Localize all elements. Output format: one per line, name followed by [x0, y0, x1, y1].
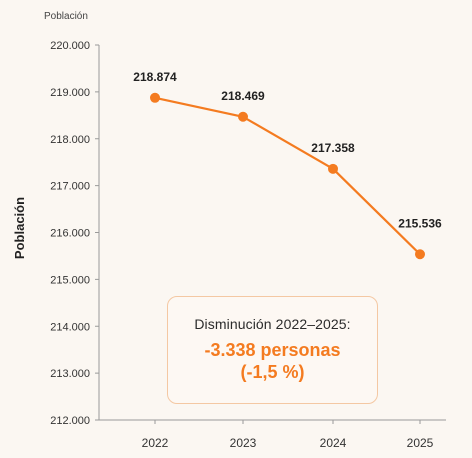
- data-label: 218.469: [221, 89, 265, 103]
- y-tick-label: 218.000: [50, 134, 90, 146]
- callout-value: -3.338 personas: [204, 340, 341, 360]
- y-tick-label: 214.000: [50, 321, 90, 333]
- x-tick-label: 2025: [407, 436, 434, 450]
- callout-title: Disminución 2022–2025:: [194, 316, 351, 332]
- y-axis-label: Población: [12, 197, 27, 259]
- series-line: [153, 96, 422, 256]
- data-point: [150, 92, 160, 103]
- data-label: 215.536: [398, 216, 442, 230]
- data-point: [415, 249, 425, 260]
- y-tick-label: 220.000: [50, 40, 90, 52]
- chart-title: Población: [44, 11, 88, 22]
- y-tick-label: 216.000: [50, 228, 90, 240]
- data-label: 218.874: [133, 70, 177, 84]
- y-tick-label: 213.000: [50, 368, 90, 380]
- data-label: 217.358: [311, 141, 355, 155]
- callout-percent: (-1,5 %): [240, 362, 305, 382]
- y-tick-label: 217.000: [50, 181, 90, 193]
- decrease-callout: Disminución 2022–2025: -3.338 personas (…: [167, 296, 378, 404]
- x-tick-label: 2024: [320, 436, 347, 450]
- x-tick-label: 2023: [230, 436, 257, 450]
- y-tick-label: 219.000: [50, 87, 90, 99]
- data-point: [238, 111, 248, 122]
- y-tick-label: 215.000: [50, 274, 90, 286]
- data-point: [328, 163, 338, 174]
- x-tick-label: 2022: [142, 436, 169, 450]
- y-tick-label: 212.000: [50, 415, 90, 427]
